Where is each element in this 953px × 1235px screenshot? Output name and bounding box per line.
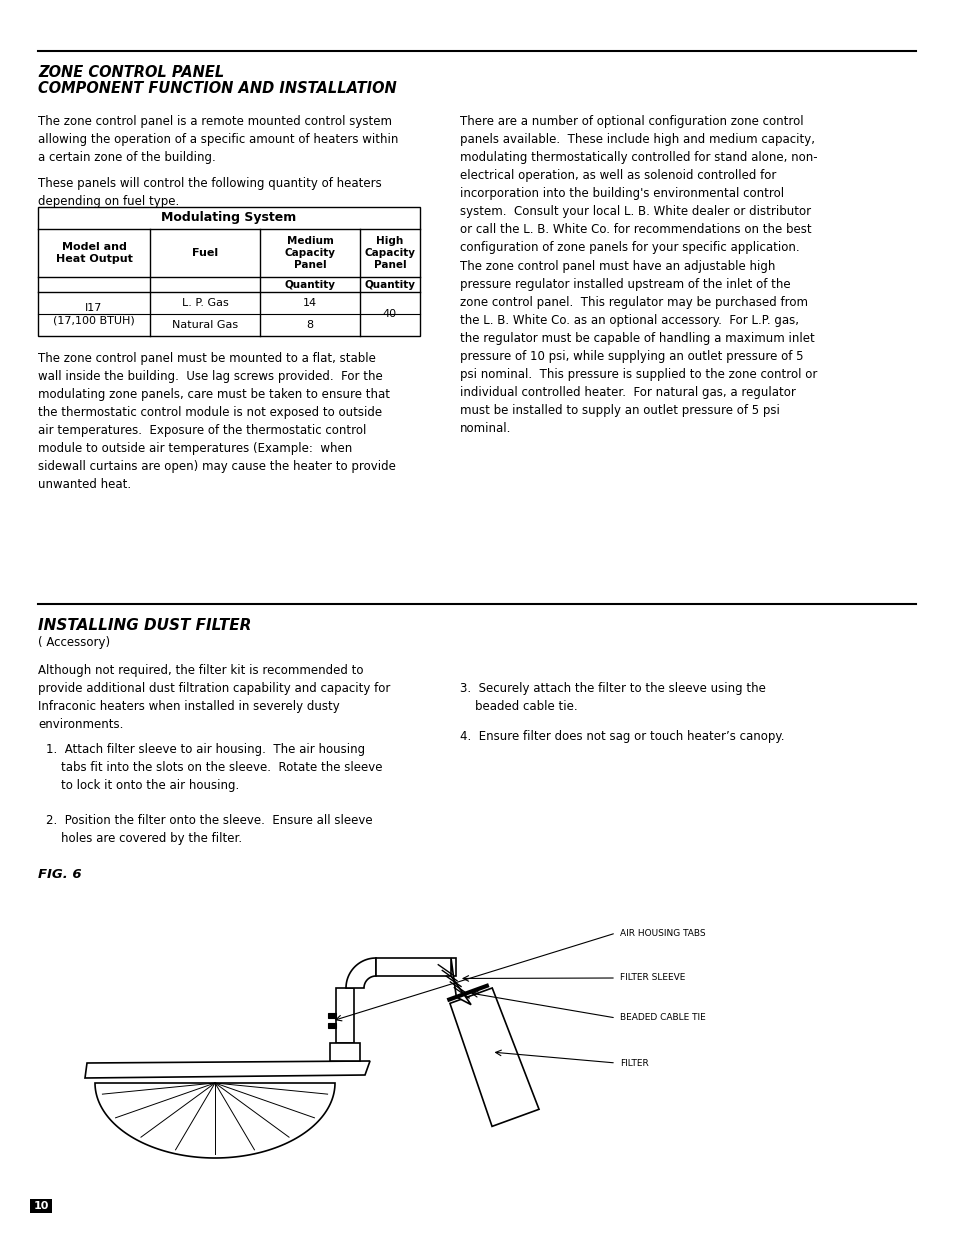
Polygon shape bbox=[95, 1083, 335, 1158]
Bar bbox=[375, 958, 456, 976]
Text: 3.  Securely attach the filter to the sleeve using the
    beaded cable tie.: 3. Securely attach the filter to the sle… bbox=[459, 682, 765, 713]
Text: 4.  Ensure filter does not sag or touch heater’s canopy.: 4. Ensure filter does not sag or touch h… bbox=[459, 730, 783, 743]
Text: 14: 14 bbox=[303, 298, 316, 308]
Text: Model and
Heat Output: Model and Heat Output bbox=[55, 242, 132, 264]
Text: Modulating System: Modulating System bbox=[161, 211, 296, 225]
Text: Quantity: Quantity bbox=[364, 279, 416, 289]
Text: Although not required, the filter kit is recommended to
provide additional dust : Although not required, the filter kit is… bbox=[38, 664, 390, 731]
Bar bbox=[328, 1013, 335, 1018]
Text: 40: 40 bbox=[382, 309, 396, 319]
Text: COMPONENT FUNCTION AND INSTALLATION: COMPONENT FUNCTION AND INSTALLATION bbox=[38, 82, 396, 96]
Polygon shape bbox=[346, 958, 375, 988]
Text: ( Accessory): ( Accessory) bbox=[38, 636, 110, 650]
Text: Natural Gas: Natural Gas bbox=[172, 320, 238, 330]
Text: I17
(17,100 BTUH): I17 (17,100 BTUH) bbox=[53, 303, 134, 325]
Text: 2.  Position the filter onto the sleeve.  Ensure all sleeve
    holes are covere: 2. Position the filter onto the sleeve. … bbox=[46, 814, 373, 845]
Text: High
Capacity
Panel: High Capacity Panel bbox=[364, 236, 416, 269]
Text: INSTALLING DUST FILTER: INSTALLING DUST FILTER bbox=[38, 618, 251, 634]
Polygon shape bbox=[451, 958, 471, 1004]
Text: The zone control panel must be mounted to a flat, stable
wall inside the buildin: The zone control panel must be mounted t… bbox=[38, 352, 395, 492]
Text: There are a number of optional configuration zone control
panels available.  The: There are a number of optional configura… bbox=[459, 115, 817, 254]
Text: L. P. Gas: L. P. Gas bbox=[181, 298, 228, 308]
Polygon shape bbox=[85, 1061, 370, 1078]
Bar bbox=[330, 1044, 359, 1061]
Text: AIR HOUSING TABS: AIR HOUSING TABS bbox=[619, 929, 705, 937]
Bar bbox=[335, 988, 354, 1044]
Bar bbox=[38, 207, 419, 336]
Text: 10: 10 bbox=[33, 1200, 49, 1212]
Bar bbox=[328, 1023, 335, 1028]
Polygon shape bbox=[450, 988, 538, 1126]
Text: FILTER: FILTER bbox=[619, 1058, 648, 1067]
Text: 1.  Attach filter sleeve to air housing.  The air housing
    tabs fit into the : 1. Attach filter sleeve to air housing. … bbox=[46, 743, 382, 792]
Text: FIG. 6: FIG. 6 bbox=[38, 868, 82, 881]
Text: FILTER SLEEVE: FILTER SLEEVE bbox=[619, 973, 684, 983]
Text: Medium
Capacity
Panel: Medium Capacity Panel bbox=[284, 236, 335, 269]
Text: ZONE CONTROL PANEL: ZONE CONTROL PANEL bbox=[38, 65, 224, 80]
Bar bbox=[30, 1199, 52, 1213]
Text: BEADED CABLE TIE: BEADED CABLE TIE bbox=[619, 1014, 705, 1023]
Text: Quantity: Quantity bbox=[284, 279, 335, 289]
Text: These panels will control the following quantity of heaters
depending on fuel ty: These panels will control the following … bbox=[38, 177, 381, 207]
Text: The zone control panel must have an adjustable high
pressure regulator installed: The zone control panel must have an adju… bbox=[459, 261, 817, 435]
Text: 8: 8 bbox=[306, 320, 314, 330]
Text: Fuel: Fuel bbox=[192, 248, 218, 258]
Text: The zone control panel is a remote mounted control system
allowing the operation: The zone control panel is a remote mount… bbox=[38, 115, 398, 164]
